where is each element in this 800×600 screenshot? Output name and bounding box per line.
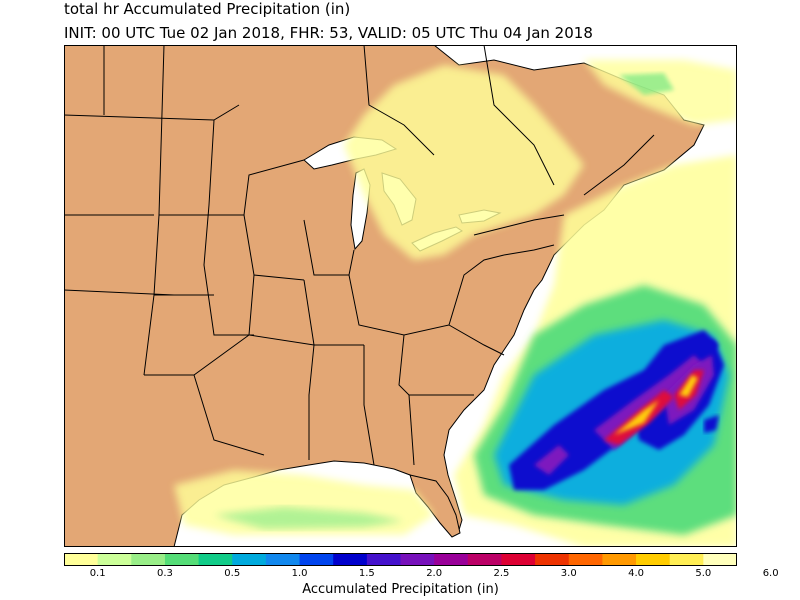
- colorbar-tick-label: 6.0: [762, 568, 779, 579]
- colorbar-swatch: [669, 553, 704, 566]
- colorbar-swatch: [636, 553, 671, 566]
- colorbar: [64, 553, 737, 566]
- colorbar-tick-label: 2.5: [493, 568, 510, 579]
- precipitation-field: [174, 60, 737, 547]
- colorbar-swatch: [333, 553, 368, 566]
- colorbar-swatch: [232, 553, 267, 566]
- colorbar-swatch: [265, 553, 301, 566]
- colorbar-swatch: [434, 553, 469, 566]
- precipitation-map: [64, 45, 737, 547]
- colorbar-border: [64, 553, 737, 566]
- colorbar-tick-label: 0.3: [156, 568, 173, 579]
- political-boundaries: [64, 45, 655, 466]
- colorbar-tick-label: 5.0: [695, 568, 712, 579]
- colorbar-tick-label: 0.1: [89, 568, 106, 579]
- colorbar-swatch: [198, 553, 233, 566]
- colorbar-swatch: [568, 553, 603, 566]
- map-title: total hr Accumulated Precipitation (in): [64, 0, 351, 18]
- colorbar-swatch: [400, 553, 435, 566]
- colorbar-swatch: [131, 553, 166, 566]
- colorbar-swatch: [299, 553, 334, 566]
- colorbar-tick-label: 2.0: [426, 568, 443, 579]
- colorbar-swatch: [64, 553, 99, 566]
- colorbar-tick-label: 4.0: [628, 568, 644, 579]
- colorbar-tick-label: 1.0: [291, 568, 308, 579]
- colorbar-tick-label: 0.5: [224, 568, 241, 579]
- colorbar-swatch: [467, 553, 502, 566]
- colorbar-tick-label: 3.0: [560, 568, 577, 579]
- colorbar-label: Accumulated Precipitation (in): [302, 582, 499, 597]
- colorbar-swatch: [703, 553, 737, 566]
- colorbar-swatch: [535, 553, 570, 566]
- colorbar-tick-label: 1.5: [358, 568, 375, 579]
- colorbar-swatch: [602, 553, 637, 566]
- colorbar-swatch: [501, 553, 536, 566]
- colorbar-swatch: [97, 553, 132, 566]
- map-subtitle: INIT: 00 UTC Tue 02 Jan 2018, FHR: 53, V…: [64, 24, 593, 42]
- colorbar-swatch: [164, 553, 200, 566]
- colorbar-swatch: [366, 553, 401, 566]
